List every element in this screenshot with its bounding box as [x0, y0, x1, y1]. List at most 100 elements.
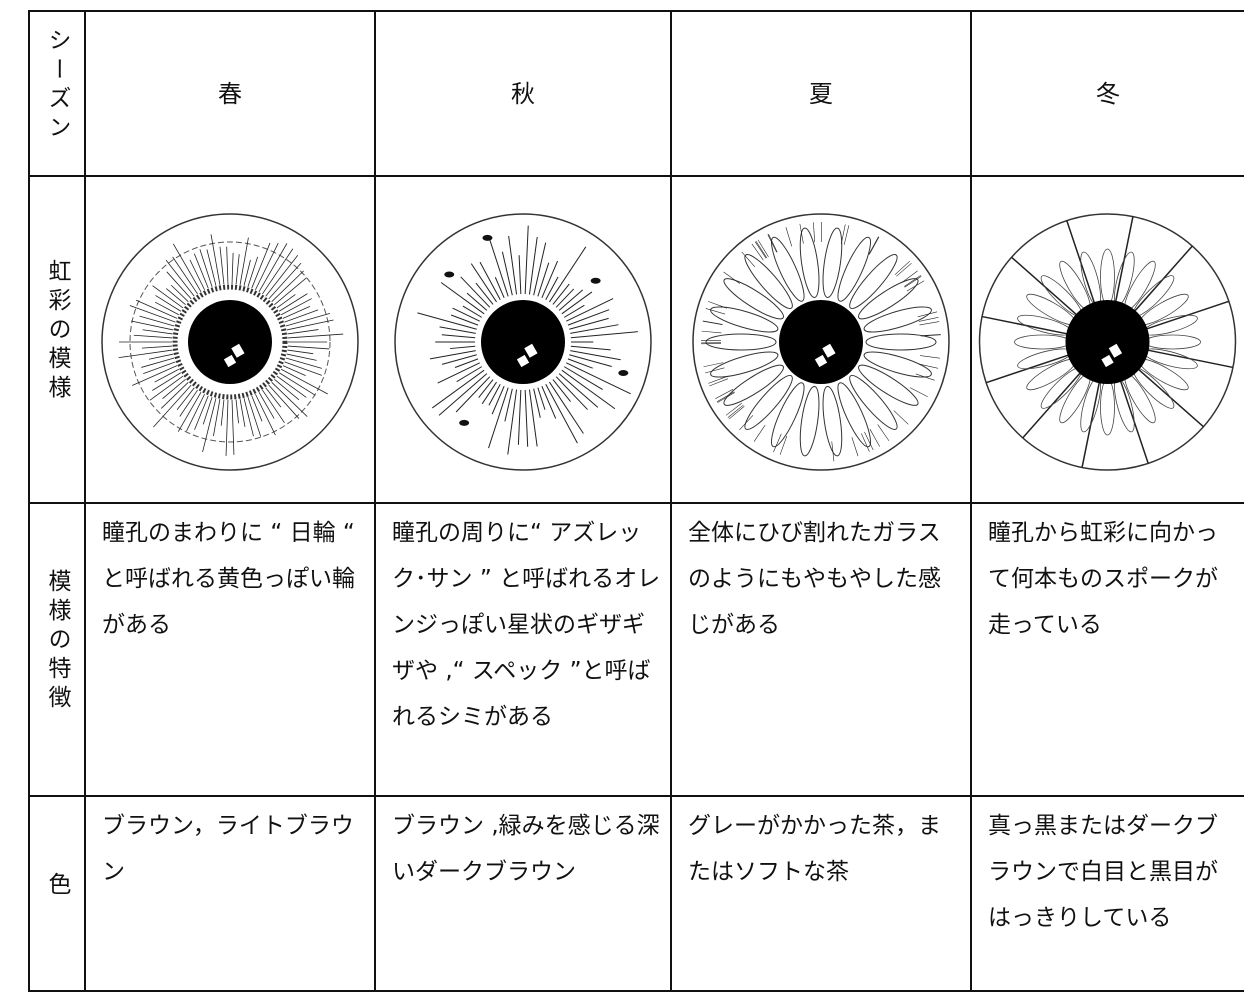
- iris-stroke: [570, 331, 638, 339]
- iris-stroke: [705, 367, 725, 374]
- iris-stroke: [751, 243, 764, 261]
- iris-stroke: [728, 406, 745, 420]
- iris-stroke: [153, 384, 192, 428]
- iris-cell: [670, 175, 973, 504]
- iris-stroke: [851, 437, 859, 457]
- iris-stroke: [262, 389, 285, 424]
- iris-fiber: [1100, 248, 1115, 306]
- iris-outline: [101, 213, 359, 471]
- cell: 瞳孔のまわりに “ 日輪 “ と呼ばれる黄色っぽい輪がある: [84, 502, 377, 797]
- iris-fiber: [723, 364, 784, 406]
- iris-fiber: [799, 227, 820, 298]
- iris-stroke: [438, 373, 488, 416]
- iris-stroke: [258, 243, 288, 292]
- cell: 全体にひび割れたガラスのようにもやもやした感じがある: [670, 502, 973, 797]
- iris-stroke: [518, 255, 522, 295]
- iris-stroke: [287, 345, 330, 350]
- iris-stroke: [129, 305, 176, 323]
- iris-outline: [394, 213, 652, 471]
- iris-stroke: [552, 283, 570, 305]
- iris-stroke: [537, 387, 546, 410]
- iris-stroke: [569, 317, 609, 330]
- iris-stroke: [284, 309, 319, 323]
- iris-stroke: [417, 312, 477, 330]
- iris-stroke: [206, 249, 217, 286]
- iris-stroke: [767, 234, 777, 253]
- iris-outline: [692, 213, 950, 471]
- iris-stroke: [508, 235, 518, 295]
- iris-fiber: [705, 333, 777, 351]
- iris-stroke: [284, 361, 322, 376]
- iris-stroke: [431, 369, 485, 409]
- iris-stroke: [285, 357, 322, 369]
- iris-stroke: [219, 246, 225, 285]
- iris-stroke: [155, 301, 180, 316]
- cell-text: ブラウン ,緑みを感じる深いダークブラウン: [392, 813, 660, 885]
- iris-stroke: [177, 392, 202, 432]
- iris-stroke: [541, 260, 559, 299]
- row-label: 模様の特徴: [44, 569, 71, 714]
- iris-cell: [970, 175, 1244, 504]
- cell-text: 瞳孔から虹彩に向かって何本ものスポークが走っている: [988, 520, 1219, 638]
- iris-fiber: [744, 374, 793, 430]
- iris-stroke: [555, 376, 588, 410]
- iris-fiber: [771, 236, 805, 302]
- iris-stroke: [708, 301, 728, 309]
- iris-stroke: [141, 357, 175, 368]
- iris-stroke: [271, 382, 308, 417]
- iris-stroke: [247, 397, 262, 437]
- iris-stroke: [869, 236, 880, 255]
- iris-stroke: [507, 389, 518, 455]
- iris-fiber: [723, 278, 784, 320]
- iris-stroke: [162, 378, 186, 399]
- iris-stroke: [524, 225, 529, 295]
- iris-stroke: [148, 353, 174, 360]
- iris-speck: [444, 271, 455, 278]
- iris-stroke: [716, 391, 735, 402]
- iris-stroke: [918, 363, 939, 369]
- iris-stroke: [753, 424, 766, 442]
- iris-fiber: [1144, 334, 1201, 350]
- pupil-highlight: [231, 343, 245, 358]
- iris-stroke: [701, 330, 722, 334]
- iris-stroke: [739, 415, 754, 431]
- iris-stroke: [193, 253, 209, 289]
- iris-stroke: [489, 239, 509, 297]
- iris-stroke: [725, 402, 743, 416]
- iris-stroke: [909, 387, 928, 398]
- iris-stroke: [265, 387, 282, 408]
- iris-stroke: [155, 295, 182, 312]
- iris-stroke: [896, 262, 912, 277]
- iris-stroke: [282, 365, 306, 377]
- iris-stroke: [255, 242, 279, 291]
- iris-stroke: [785, 227, 793, 247]
- iris-stroke: [152, 285, 184, 309]
- iris-stroke: [247, 256, 259, 287]
- header-cell: 春: [84, 10, 377, 177]
- iris-stroke: [274, 277, 307, 306]
- iris-stroke: [475, 282, 494, 305]
- iris-stroke: [541, 385, 557, 419]
- iris-stroke: [723, 271, 741, 284]
- iris-stroke: [239, 399, 246, 427]
- iris-stroke: [239, 237, 249, 285]
- iris-stroke: [166, 288, 186, 306]
- iris-stroke: [528, 389, 538, 447]
- iris-stroke: [757, 239, 769, 258]
- iris-illustration: [394, 213, 652, 471]
- iris-stroke: [231, 399, 235, 455]
- iris-stroke: [285, 312, 331, 327]
- iris-stroke: [160, 382, 189, 409]
- iris-stroke: [265, 254, 299, 297]
- iris-fiber: [858, 364, 919, 406]
- header-cell: 夏: [670, 10, 973, 177]
- iris-stroke: [708, 376, 728, 384]
- iris-stroke: [501, 251, 513, 296]
- iris-speck: [459, 419, 470, 426]
- iris-fiber: [849, 374, 898, 430]
- cell-text: グレーがかかった茶，またはソフトな茶: [688, 813, 942, 885]
- color-row: 色 ブラウン，ライトブラウン ブラウン ,緑みを感じる深いダークブラウン グレー…: [27, 795, 1244, 992]
- iris-stroke: [430, 350, 476, 360]
- cell: グレーがかかった茶，またはソフトな茶: [670, 795, 973, 992]
- iris-fiber: [710, 351, 779, 378]
